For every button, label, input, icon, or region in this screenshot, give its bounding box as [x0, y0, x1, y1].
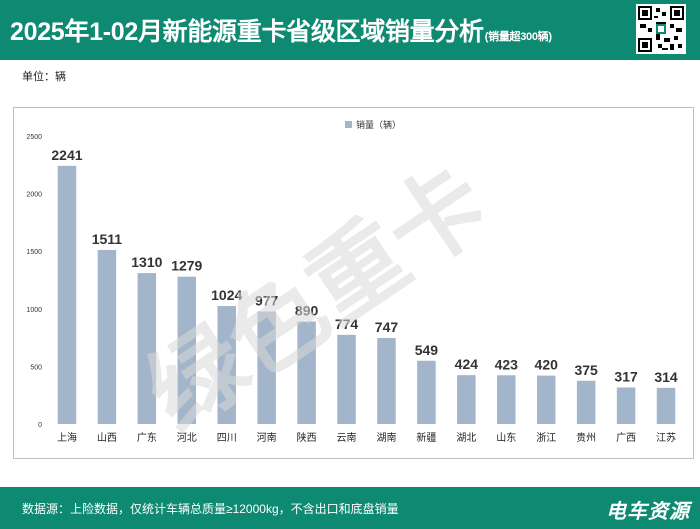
bar	[337, 334, 356, 424]
data-label: 977	[255, 292, 279, 308]
y-tick-label: 2000	[26, 192, 42, 199]
data-label: 1024	[211, 287, 242, 303]
page-title: 2025年1-02月新能源重卡省级区域销量分析(销量超300辆)	[10, 12, 552, 48]
bar	[656, 387, 676, 424]
x-tick-label: 上海	[57, 431, 77, 444]
x-tick-label: 河北	[177, 432, 197, 444]
x-tick-label: 山西	[97, 432, 117, 444]
data-label: 314	[654, 369, 678, 385]
title-subtitle: (销量超300辆)	[484, 31, 552, 43]
bar	[457, 375, 476, 424]
bar	[497, 375, 516, 424]
legend-label: 销量（辆）	[356, 119, 401, 130]
title-main: 2025年1-02月新能源重卡省级区域销量分析	[10, 18, 484, 46]
x-tick-label: 河南	[257, 431, 277, 444]
x-tick-label: 四川	[217, 433, 237, 444]
x-tick-label: 湖南	[376, 431, 396, 444]
x-tick-label: 云南	[337, 431, 357, 444]
bar	[377, 337, 396, 424]
header-banner: 2025年1-02月新能源重卡省级区域销量分析(销量超300辆)	[0, 0, 700, 60]
bar	[417, 360, 436, 424]
data-label: 420	[535, 357, 559, 373]
data-label: 375	[574, 362, 598, 378]
y-tick-label: 500	[30, 364, 42, 371]
bar	[297, 321, 316, 424]
footer-banner: 数据源：上险数据，仅统计车辆总质量≥12000kg，不含出口和底盘销量 电车资源	[0, 487, 700, 529]
bar	[536, 375, 556, 424]
bar	[257, 311, 276, 424]
data-source-note: 数据源：上险数据，仅统计车辆总质量≥12000kg，不含出口和底盘销量	[22, 502, 399, 516]
bar-chart: 销量（辆） 0 500 1000 1500 2000 2500 2241 上海 1511 山西 131…	[26, 119, 678, 451]
brand-logo: 电车资源	[606, 501, 690, 523]
y-tick-label: 1500	[26, 249, 42, 256]
data-label: 1310	[131, 254, 162, 270]
data-label: 774	[335, 316, 359, 332]
x-tick-label: 山东	[496, 431, 516, 444]
data-label: 1279	[171, 258, 202, 274]
data-label: 747	[375, 319, 399, 335]
x-tick-label: 陕西	[297, 431, 317, 444]
x-tick-label: 浙江	[536, 432, 556, 444]
bar	[616, 387, 636, 424]
bar	[217, 306, 236, 424]
x-tick-label: 广西	[616, 432, 636, 444]
bar	[57, 165, 77, 424]
data-label: 2241	[51, 147, 82, 163]
qr-code[interactable]	[636, 4, 686, 54]
data-label: 423	[495, 356, 519, 372]
data-label: 549	[415, 342, 439, 358]
x-tick-label: 新疆	[416, 431, 436, 444]
y-tick-label: 2500	[26, 134, 42, 141]
data-label: 890	[295, 302, 319, 318]
chart-container: 销量（辆） 0 500 1000 1500 2000 2500 2241 上海 1511 山西 131…	[13, 107, 694, 459]
unit-label: 单位：辆	[22, 71, 66, 83]
bar	[137, 273, 157, 424]
data-label: 424	[455, 356, 479, 372]
x-tick-label: 江苏	[656, 431, 676, 444]
bar	[177, 276, 197, 424]
legend-swatch	[345, 121, 352, 128]
y-tick-label: 1000	[26, 307, 42, 314]
x-tick-label: 贵州	[576, 431, 596, 444]
x-tick-label: 湖北	[456, 432, 476, 444]
y-tick-label: 0	[38, 422, 42, 429]
bar	[576, 380, 596, 424]
x-tick-label: 广东	[137, 431, 157, 444]
data-label: 317	[614, 368, 638, 384]
data-label: 1511	[92, 231, 123, 247]
bar	[97, 249, 117, 424]
